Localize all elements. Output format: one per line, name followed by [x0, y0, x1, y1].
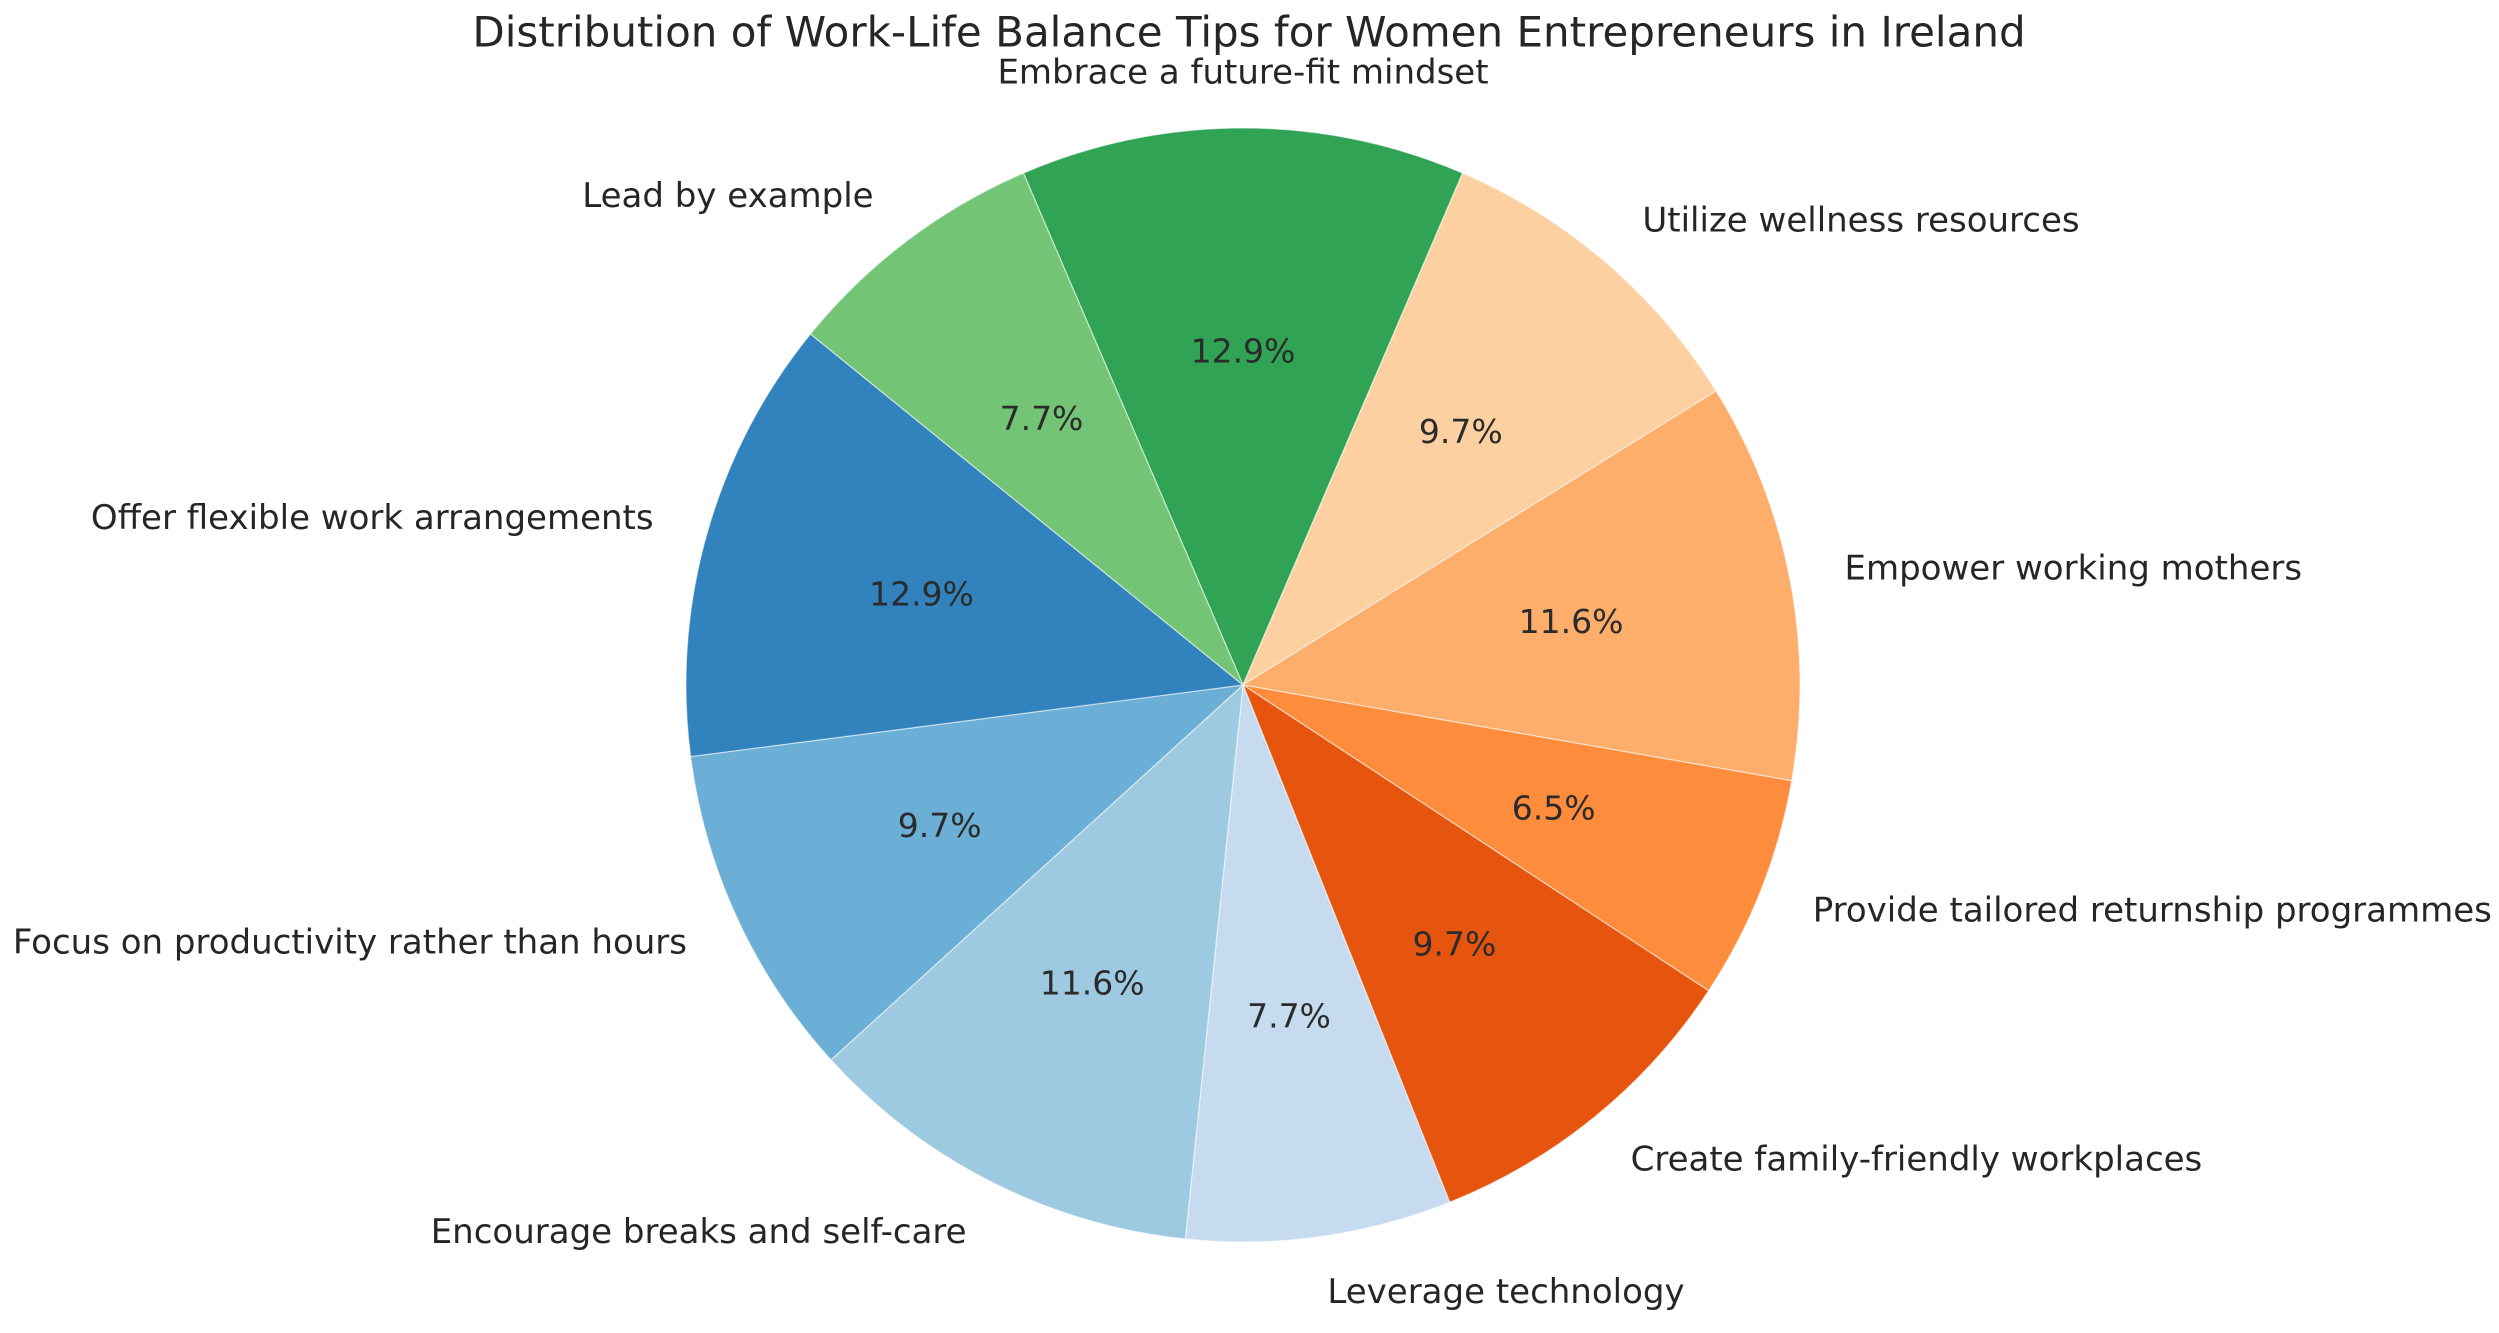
slice-label: Offer flexible work arrangements [91, 498, 654, 538]
slice-percent-label: 7.7% [1000, 399, 1084, 438]
pie-slice-6 [1184, 684, 1451, 1243]
slice-percent-label: 12.9% [869, 574, 974, 613]
slice-percent-label: 9.7% [1419, 412, 1503, 451]
pie-slice-labels: Embrace a future-fit mindset Utilize well… [13, 52, 2492, 1312]
pie-slice-10 [809, 172, 1244, 686]
slice-percent-label: 11.6% [1519, 602, 1624, 641]
slice-label: Provide tailored returnship programmes [1813, 891, 2492, 931]
pie-slice-1 [1022, 127, 1464, 686]
pie-slice-2 [1242, 172, 1717, 686]
pie-wedges [685, 127, 1801, 1243]
pie-percent-labels: 12.9% 9.7% 11.6% 6.5% 9.7% 7.7% 11.6% 9.7% 12.9%… [869, 331, 1623, 1035]
pie-slice-8 [690, 684, 1244, 1061]
chart-title: Distribution of Work-Life Balance Tips f… [472, 8, 2025, 57]
slice-label: Empower working mothers [1845, 548, 2303, 588]
slice-label: Create family-friendly workplaces [1631, 1140, 2203, 1180]
slice-percent-label: 9.7% [898, 806, 982, 845]
slice-percent-label: 6.5% [1512, 789, 1596, 828]
slice-percent-label: 9.7% [1412, 924, 1496, 963]
slice-label: Focus on productivity rather than hours [13, 922, 687, 962]
pie-slice-5 [1242, 684, 1710, 1203]
slice-label: Leverage technology [1327, 1272, 1684, 1312]
slice-percent-label: 7.7% [1247, 997, 1331, 1036]
slice-label: Lead by example [582, 176, 873, 216]
slice-percent-label: 12.9% [1191, 331, 1296, 370]
slice-label: Utilize wellness resources [1642, 200, 2079, 240]
pie-slice-4 [1242, 684, 1793, 992]
pie-slice-3 [1242, 390, 1801, 782]
slice-percent-label: 11.6% [1040, 964, 1145, 1003]
pie-slice-9 [685, 333, 1244, 758]
slice-label: Embrace a future-fit mindset [997, 52, 1488, 92]
pie-slice-7 [830, 684, 1244, 1240]
slice-label: Encourage breaks and self-care [431, 1212, 967, 1252]
